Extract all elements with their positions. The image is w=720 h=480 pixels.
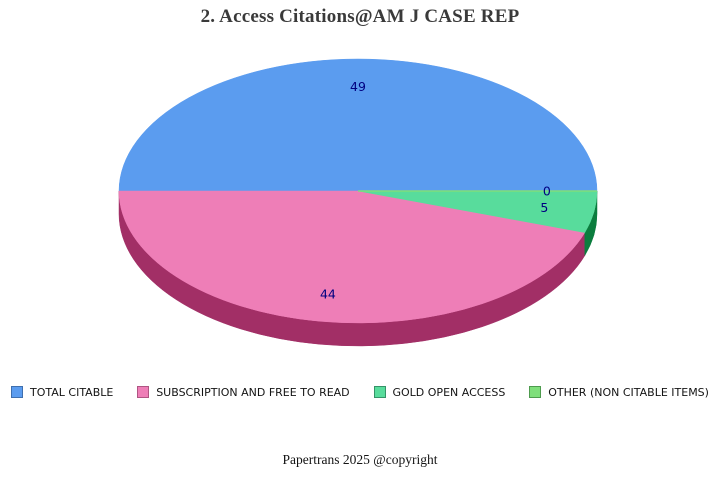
legend-label-gold-open-access: GOLD OPEN ACCESS: [392, 385, 506, 399]
chart-title: 2. Access Citations@AM J CASE REP: [200, 6, 520, 27]
legend-item-other-non-citable-items: OTHER (NON CITABLE ITEMS): [529, 386, 709, 399]
slice-value-label-other-non-citable-items: 0: [543, 184, 551, 199]
legend-swatch-total-citable: [11, 386, 23, 398]
legend-label-total-citable: TOTAL CITABLE: [30, 385, 114, 399]
legend-swatch-subscription-and-free-to-read: [137, 386, 150, 398]
legend-swatch-other-non-citable-items: [529, 386, 542, 398]
slice-value-label-gold-open-access: 5: [540, 200, 548, 215]
legend-item-total-citable: TOTAL CITABLE: [11, 386, 113, 399]
slice-value-label-subscription-and-free-to-read: 44: [320, 286, 336, 301]
legend-item-subscription-and-free-to-read: SUBSCRIPTION AND FREE TO READ: [137, 385, 350, 399]
copyright-text: Papertrans 2025 @copyright: [282, 452, 438, 467]
pie-slice-subscription-and-free-to-read: [118, 190, 586, 324]
legend-label-other-non-citable-items: OTHER (NON CITABLE ITEMS): [548, 385, 709, 399]
chart-legend: TOTAL CITABLE SUBSCRIPTION AND FREE TO RE…: [0, 385, 720, 399]
legend-item-gold-open-access: GOLD OPEN ACCESS: [373, 385, 506, 399]
pie-slice-total-citable: [118, 58, 598, 192]
legend-swatch-gold-open-access: [373, 386, 386, 398]
legend-label-subscription-and-free-to-read: SUBSCRIPTION AND FREE TO READ: [156, 385, 350, 399]
slice-value-label-total-citable: 49: [350, 79, 366, 94]
